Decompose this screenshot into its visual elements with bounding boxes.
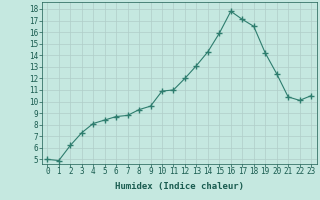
X-axis label: Humidex (Indice chaleur): Humidex (Indice chaleur) — [115, 182, 244, 191]
